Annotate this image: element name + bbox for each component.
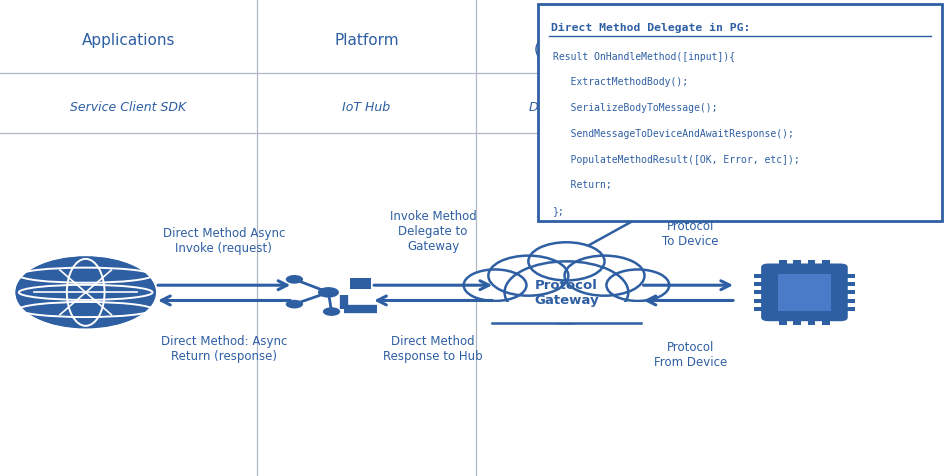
FancyBboxPatch shape: [822, 260, 829, 268]
Circle shape: [528, 243, 605, 281]
FancyBboxPatch shape: [840, 274, 855, 278]
Text: Invoke Method
Delegate to
Gateway: Invoke Method Delegate to Gateway: [389, 209, 477, 252]
FancyBboxPatch shape: [754, 291, 769, 295]
Text: Service Client SDK: Service Client SDK: [70, 100, 187, 114]
Circle shape: [17, 258, 154, 327]
FancyBboxPatch shape: [538, 5, 942, 221]
FancyBboxPatch shape: [779, 260, 786, 268]
Circle shape: [464, 270, 526, 301]
Text: Applications: Applications: [82, 33, 175, 48]
Text: Protocol
Gateway: Protocol Gateway: [534, 279, 599, 307]
FancyBboxPatch shape: [492, 302, 641, 324]
Circle shape: [505, 262, 628, 324]
Text: Device Client SDK: Device Client SDK: [529, 100, 642, 114]
Text: SerializeBodyToMessage();: SerializeBodyToMessage();: [553, 103, 718, 113]
FancyBboxPatch shape: [793, 318, 802, 326]
FancyBboxPatch shape: [779, 274, 830, 311]
FancyBboxPatch shape: [350, 278, 371, 289]
FancyBboxPatch shape: [490, 300, 643, 324]
Text: SendMessageToDeviceAndAwaitResponse();: SendMessageToDeviceAndAwaitResponse();: [553, 129, 794, 139]
Text: Direct Method Delegate in PG:: Direct Method Delegate in PG:: [551, 23, 750, 33]
FancyBboxPatch shape: [793, 260, 802, 268]
FancyBboxPatch shape: [822, 318, 829, 326]
FancyBboxPatch shape: [840, 291, 855, 295]
FancyBboxPatch shape: [754, 282, 769, 286]
Circle shape: [565, 256, 645, 296]
FancyBboxPatch shape: [840, 307, 855, 311]
Circle shape: [286, 276, 303, 284]
Text: };: };: [553, 206, 565, 216]
Text: Direct Method Async
Invoke (request): Direct Method Async Invoke (request): [163, 227, 285, 254]
FancyBboxPatch shape: [754, 299, 769, 303]
Text: Result OnHandleMethod([input]){: Result OnHandleMethod([input]){: [553, 51, 735, 61]
FancyBboxPatch shape: [840, 282, 855, 286]
Text: Devices
(on-behalf-of): Devices (on-behalf-of): [534, 24, 637, 57]
FancyBboxPatch shape: [754, 274, 769, 278]
Text: ExtractMethodBody();: ExtractMethodBody();: [553, 77, 688, 87]
Circle shape: [606, 270, 669, 301]
Text: Direct Method: Async
Return (response): Direct Method: Async Return (response): [161, 335, 287, 362]
Circle shape: [318, 288, 339, 298]
FancyBboxPatch shape: [762, 264, 847, 322]
Text: Protocol
From Device: Protocol From Device: [654, 341, 726, 368]
Circle shape: [323, 307, 340, 316]
Text: Platform: Platform: [334, 33, 399, 48]
FancyBboxPatch shape: [807, 260, 815, 268]
Text: PopulateMethodResult([OK, Error, etc]);: PopulateMethodResult([OK, Error, etc]);: [553, 154, 800, 164]
Text: IoT Hub: IoT Hub: [343, 100, 390, 114]
FancyBboxPatch shape: [754, 307, 769, 311]
FancyBboxPatch shape: [840, 299, 855, 303]
Text: Protocol
To Device: Protocol To Device: [662, 219, 719, 247]
FancyBboxPatch shape: [807, 318, 815, 326]
Text: Direct Method
Response to Hub: Direct Method Response to Hub: [384, 335, 483, 362]
Circle shape: [488, 256, 568, 296]
Text: Return;: Return;: [553, 180, 612, 190]
Circle shape: [286, 300, 303, 309]
FancyBboxPatch shape: [779, 318, 786, 326]
